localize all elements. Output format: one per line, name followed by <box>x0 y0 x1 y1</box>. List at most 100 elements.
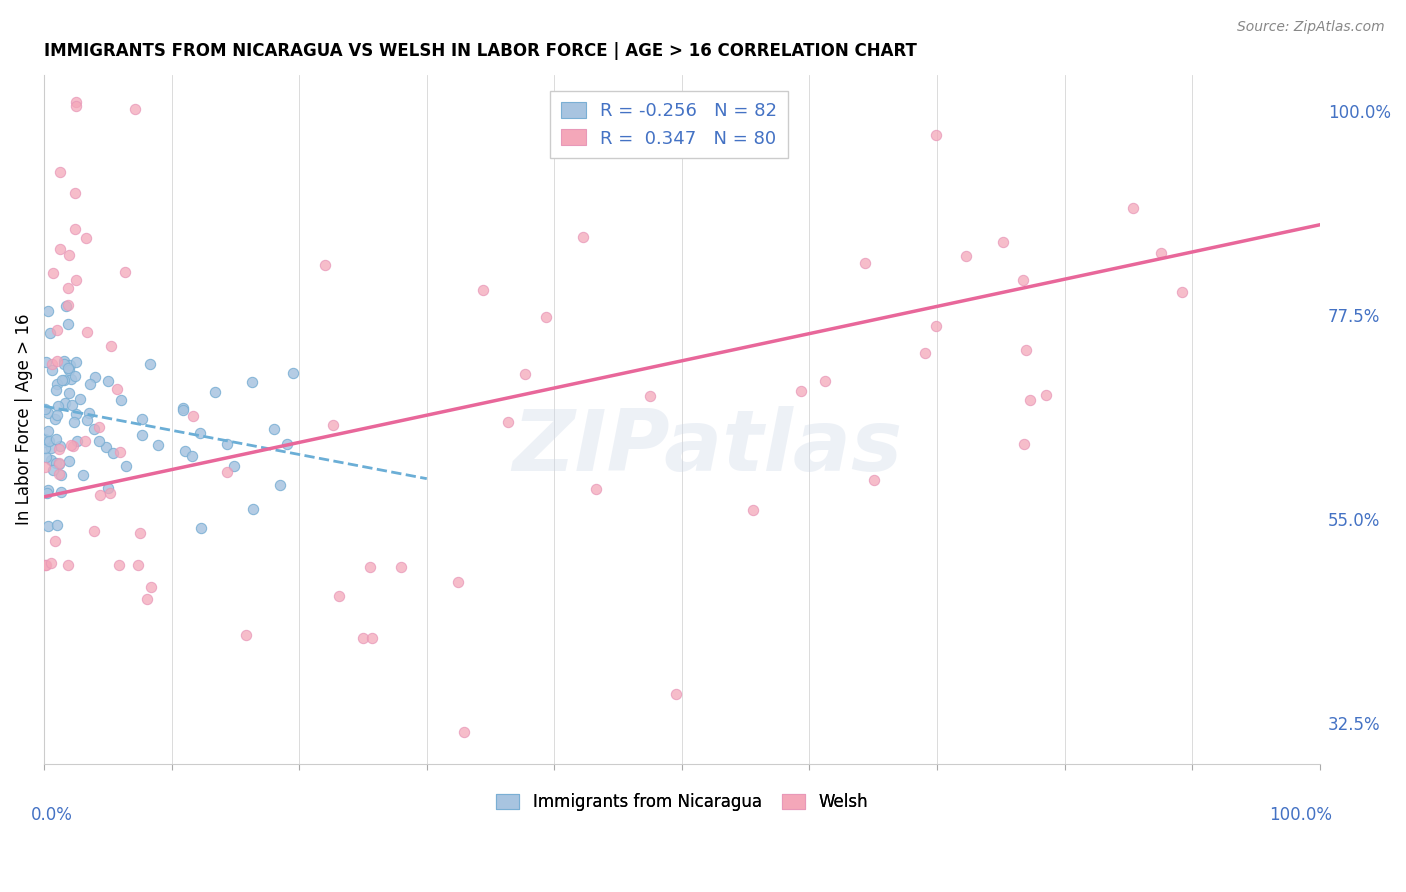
Point <box>59 372 82 386</box>
Point <box>217 437 239 451</box>
Point <box>34 558 56 572</box>
Point <box>58 558 80 572</box>
Point <box>359 559 381 574</box>
Point <box>75 434 97 448</box>
Point <box>96 440 118 454</box>
Point <box>172 403 194 417</box>
Point <box>98 485 121 500</box>
Point <box>263 422 285 436</box>
Point <box>914 346 936 360</box>
Point <box>66 434 89 448</box>
Point <box>87 434 110 449</box>
Point <box>97 482 120 496</box>
Text: IMMIGRANTS FROM NICARAGUA VS WELSH IN LABOR FORCE | AGE > 16 CORRELATION CHART: IMMIGRANTS FROM NICARAGUA VS WELSH IN LA… <box>44 42 917 60</box>
Point <box>53 396 76 410</box>
Point <box>1171 285 1194 299</box>
Point <box>1035 388 1057 402</box>
Point <box>58 362 80 376</box>
Point <box>46 376 69 391</box>
Point <box>65 99 87 113</box>
Point <box>51 467 73 482</box>
Point <box>222 459 245 474</box>
Point <box>1015 343 1038 357</box>
Point <box>789 384 811 398</box>
Point <box>83 422 105 436</box>
Point <box>741 503 763 517</box>
Legend: Immigrants from Nicaragua, Welsh: Immigrants from Nicaragua, Welsh <box>489 787 875 818</box>
Point <box>204 384 226 399</box>
Point <box>60 438 83 452</box>
Point <box>108 558 131 572</box>
Point <box>65 222 87 236</box>
Point <box>37 519 59 533</box>
Point <box>352 632 374 646</box>
Point <box>38 434 60 448</box>
Point <box>235 627 257 641</box>
Point <box>281 367 304 381</box>
Point <box>58 386 80 401</box>
Point <box>79 376 101 391</box>
Point <box>56 298 79 312</box>
Point <box>77 406 100 420</box>
Point <box>1122 201 1144 215</box>
Point <box>146 437 169 451</box>
Point <box>217 466 239 480</box>
Point <box>65 407 87 421</box>
Point <box>571 230 593 244</box>
Point <box>1012 437 1035 451</box>
Point <box>49 243 72 257</box>
Point <box>131 428 153 442</box>
Point <box>58 248 80 262</box>
Point <box>48 442 70 457</box>
Point <box>172 401 194 415</box>
Point <box>37 483 59 497</box>
Point <box>53 353 76 368</box>
Point <box>75 231 97 245</box>
Point <box>181 409 204 424</box>
Point <box>498 415 520 429</box>
Point <box>322 418 344 433</box>
Point <box>181 450 204 464</box>
Point <box>242 501 264 516</box>
Point <box>853 256 876 270</box>
Point <box>100 339 122 353</box>
Point <box>37 304 59 318</box>
Point <box>41 266 63 280</box>
Point <box>41 362 63 376</box>
Point <box>58 281 80 295</box>
Point <box>48 456 70 470</box>
Point <box>638 389 661 403</box>
Point <box>76 413 98 427</box>
Point <box>447 575 470 590</box>
Point <box>45 323 67 337</box>
Point <box>49 439 72 453</box>
Point <box>472 283 495 297</box>
Point <box>46 408 69 422</box>
Point <box>37 405 59 419</box>
Point <box>174 443 197 458</box>
Point <box>115 459 138 474</box>
Text: Source: ZipAtlas.com: Source: ZipAtlas.com <box>1237 20 1385 34</box>
Point <box>35 450 58 464</box>
Point <box>83 370 105 384</box>
Point <box>34 402 56 417</box>
Point <box>56 361 79 376</box>
Point <box>127 558 149 572</box>
Point <box>35 355 58 369</box>
Point <box>863 473 886 487</box>
Point <box>48 399 70 413</box>
Point <box>63 186 86 200</box>
Point <box>105 382 128 396</box>
Point <box>59 359 82 373</box>
Point <box>128 526 150 541</box>
Point <box>139 580 162 594</box>
Point <box>124 102 146 116</box>
Point <box>83 524 105 538</box>
Point <box>114 265 136 279</box>
Point <box>389 560 412 574</box>
Point <box>60 398 83 412</box>
Point <box>58 454 80 468</box>
Point <box>34 441 56 455</box>
Point <box>534 310 557 325</box>
Point <box>58 317 80 331</box>
